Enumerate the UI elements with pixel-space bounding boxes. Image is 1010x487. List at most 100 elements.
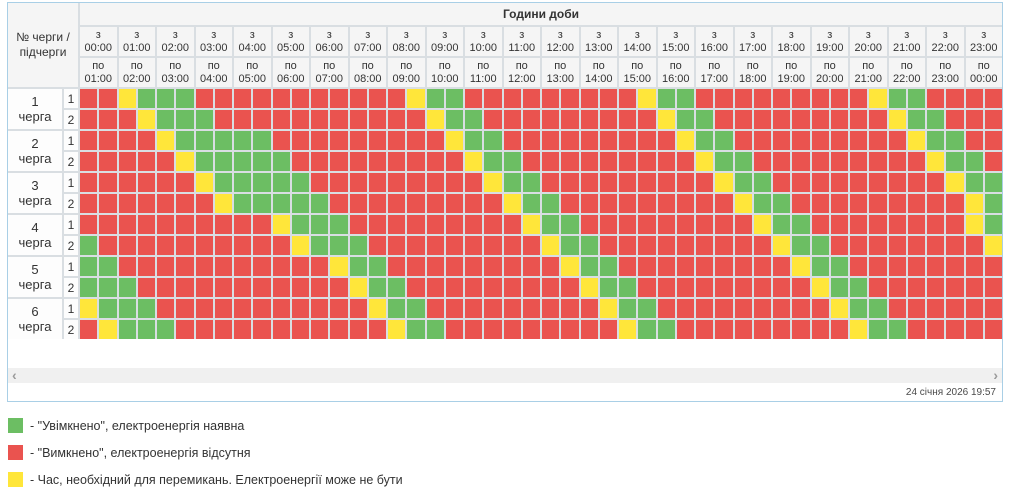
schedule-cell-off: [157, 194, 175, 213]
schedule-cell-off: [407, 173, 425, 192]
schedule-cell-off: [311, 89, 329, 108]
schedule-cell-off: [734, 320, 752, 339]
schedule-cell-off: [907, 215, 925, 234]
schedule-cell-off: [388, 173, 406, 192]
schedule-cell-off: [80, 152, 98, 171]
schedule-cell-off: [907, 257, 925, 276]
schedule-cell-off: [407, 131, 425, 150]
schedule-cell-off: [965, 278, 983, 297]
schedule-cell-off: [773, 110, 791, 129]
schedule-cell-on: [445, 110, 463, 129]
schedule-cell-off: [619, 131, 637, 150]
schedule-cell-off: [542, 89, 560, 108]
schedule-cell-off: [907, 173, 925, 192]
schedule-cell-off: [657, 257, 675, 276]
schedule-cell-off: [118, 257, 136, 276]
schedule-cell-off: [599, 131, 617, 150]
schedule-cell-off: [715, 110, 733, 129]
schedule-cell-off: [445, 215, 463, 234]
schedule-cell-on: [599, 257, 617, 276]
schedule-cell-off: [676, 257, 694, 276]
schedule-cell-switch: [753, 215, 771, 234]
hour-to-header: по 07:00: [311, 58, 348, 87]
hour-from-header: з 11:00: [503, 27, 540, 56]
queue-label: 3 черга: [8, 173, 62, 213]
schedule-cell-off: [99, 236, 117, 255]
schedule-cell-on: [214, 152, 232, 171]
schedule-cell-switch: [426, 110, 444, 129]
schedule-cell-off: [407, 257, 425, 276]
schedule-cell-on: [407, 299, 425, 318]
schedule-cell-off: [137, 152, 155, 171]
schedule-cell-off: [561, 299, 579, 318]
schedule-cell-off: [946, 236, 964, 255]
schedule-cell-on: [330, 215, 348, 234]
schedule-cell-off: [330, 173, 348, 192]
schedule-cell-off: [734, 110, 752, 129]
schedule-cell-off: [657, 215, 675, 234]
scroll-left-icon[interactable]: ‹: [12, 367, 17, 383]
schedule-cell-off: [657, 278, 675, 297]
schedule-cell-on: [330, 236, 348, 255]
schedule-cell-on: [580, 257, 598, 276]
legend-item-on: - "Увімкнено", електроенергія наявна: [8, 418, 1010, 433]
schedule-cell-off: [830, 89, 848, 108]
schedule-cell-off: [349, 215, 367, 234]
schedule-cell-off: [619, 152, 637, 171]
legend-swatch-switch-icon: [8, 472, 23, 487]
schedule-cell-off: [465, 194, 483, 213]
hour-to-header: по 08:00: [349, 58, 386, 87]
schedule-cell-on: [638, 299, 656, 318]
schedule-cell-on: [830, 278, 848, 297]
schedule-cell-off: [291, 152, 309, 171]
schedule-cell-off: [619, 110, 637, 129]
hour-from-header: з 16:00: [696, 27, 733, 56]
schedule-cell-off: [426, 173, 444, 192]
schedule-cell-off: [311, 110, 329, 129]
schedule-cell-off: [773, 89, 791, 108]
schedule-cell-on: [927, 110, 945, 129]
schedule-cell-off: [118, 236, 136, 255]
schedule-cell-off: [888, 173, 906, 192]
schedule-cell-on: [946, 131, 964, 150]
schedule-cell-off: [522, 257, 540, 276]
schedule-cell-off: [638, 257, 656, 276]
schedule-cell-off: [888, 278, 906, 297]
schedule-cell-off: [522, 278, 540, 297]
schedule-cell-off: [195, 278, 213, 297]
schedule-cell-off: [426, 152, 444, 171]
schedule-cell-off: [195, 236, 213, 255]
schedule-cell-off: [638, 194, 656, 213]
schedule-cell-off: [676, 299, 694, 318]
schedule-cell-off: [176, 320, 194, 339]
schedule-cell-off: [349, 173, 367, 192]
schedule-cell-off: [157, 173, 175, 192]
schedule-cell-off: [811, 215, 829, 234]
schedule-cell-off: [657, 131, 675, 150]
schedule-cell-off: [927, 236, 945, 255]
schedule-cell-off: [465, 236, 483, 255]
schedule-cell-on: [137, 320, 155, 339]
schedule-cell-off: [330, 131, 348, 150]
scroll-right-icon[interactable]: ›: [993, 367, 998, 383]
schedule-cell-on: [195, 131, 213, 150]
schedule-cell-switch: [157, 131, 175, 150]
schedule-cell-off: [407, 278, 425, 297]
horizontal-scrollbar[interactable]: ‹ ›: [8, 368, 1002, 383]
subqueue-label: 1: [64, 299, 78, 318]
schedule-cell-switch: [407, 89, 425, 108]
hour-to-header: по 00:00: [965, 58, 1002, 87]
schedule-cell-switch: [792, 257, 810, 276]
schedule-cell-off: [388, 215, 406, 234]
schedule-cell-on: [984, 194, 1002, 213]
hour-from-header: з 06:00: [311, 27, 348, 56]
schedule-cell-off: [811, 194, 829, 213]
schedule-cell-switch: [272, 215, 290, 234]
schedule-cell-off: [522, 152, 540, 171]
schedule-cell-off: [253, 320, 271, 339]
schedule-cell-off: [830, 320, 848, 339]
schedule-cell-off: [850, 131, 868, 150]
schedule-cell-off: [850, 152, 868, 171]
schedule-cell-switch: [445, 131, 463, 150]
schedule-cell-off: [234, 320, 252, 339]
